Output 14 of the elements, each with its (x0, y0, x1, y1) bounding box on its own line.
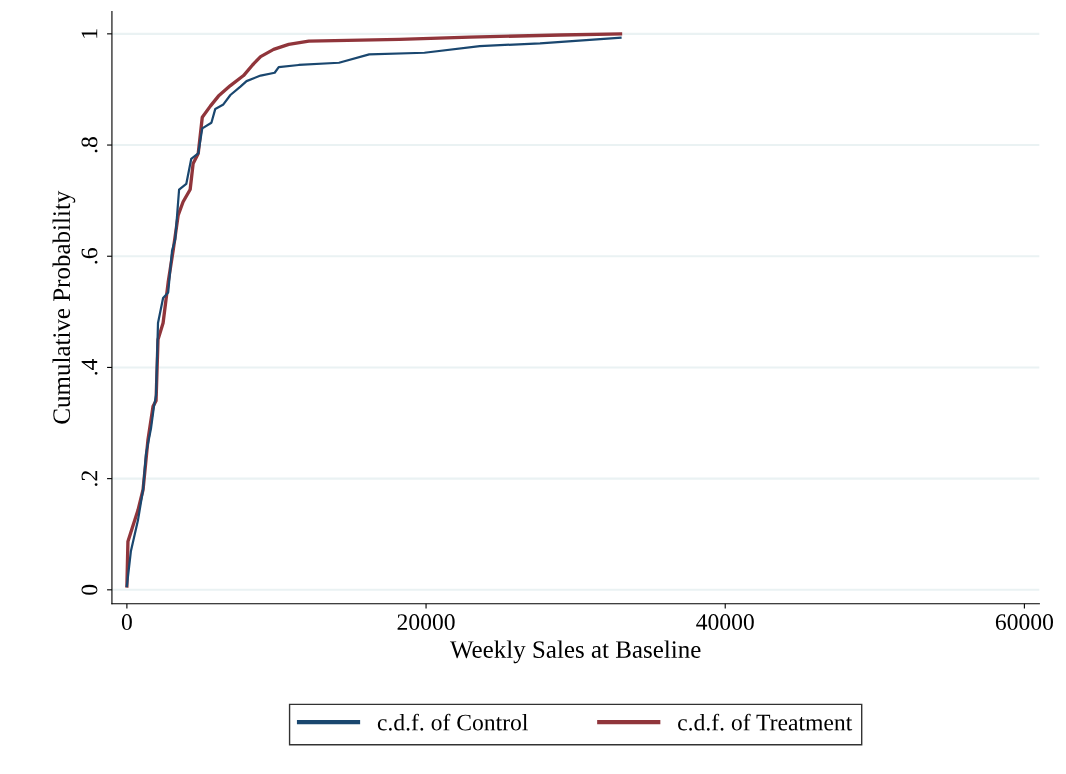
x-tick-label: 0 (121, 614, 132, 631)
x-tick-label: 40000 (696, 614, 754, 631)
y-tick-label: .6 (81, 248, 98, 264)
y-tick-label: .2 (81, 471, 98, 486)
x-axis-title: Weekly Sales at Baseline (449, 640, 701, 664)
legend-label: c.d.f. of Control (377, 713, 528, 731)
y-tick-label: 1 (81, 29, 98, 38)
x-tick-label: 60000 (995, 614, 1054, 631)
y-tick-label: .8 (81, 137, 98, 153)
legend-label: c.d.f. of Treatment (678, 713, 853, 731)
y-tick-label: .4 (81, 358, 98, 375)
y-tick-label: 0 (81, 584, 98, 595)
y-axis-title: Cumulative Probability (52, 190, 76, 424)
x-tick-label: 20000 (397, 614, 455, 631)
